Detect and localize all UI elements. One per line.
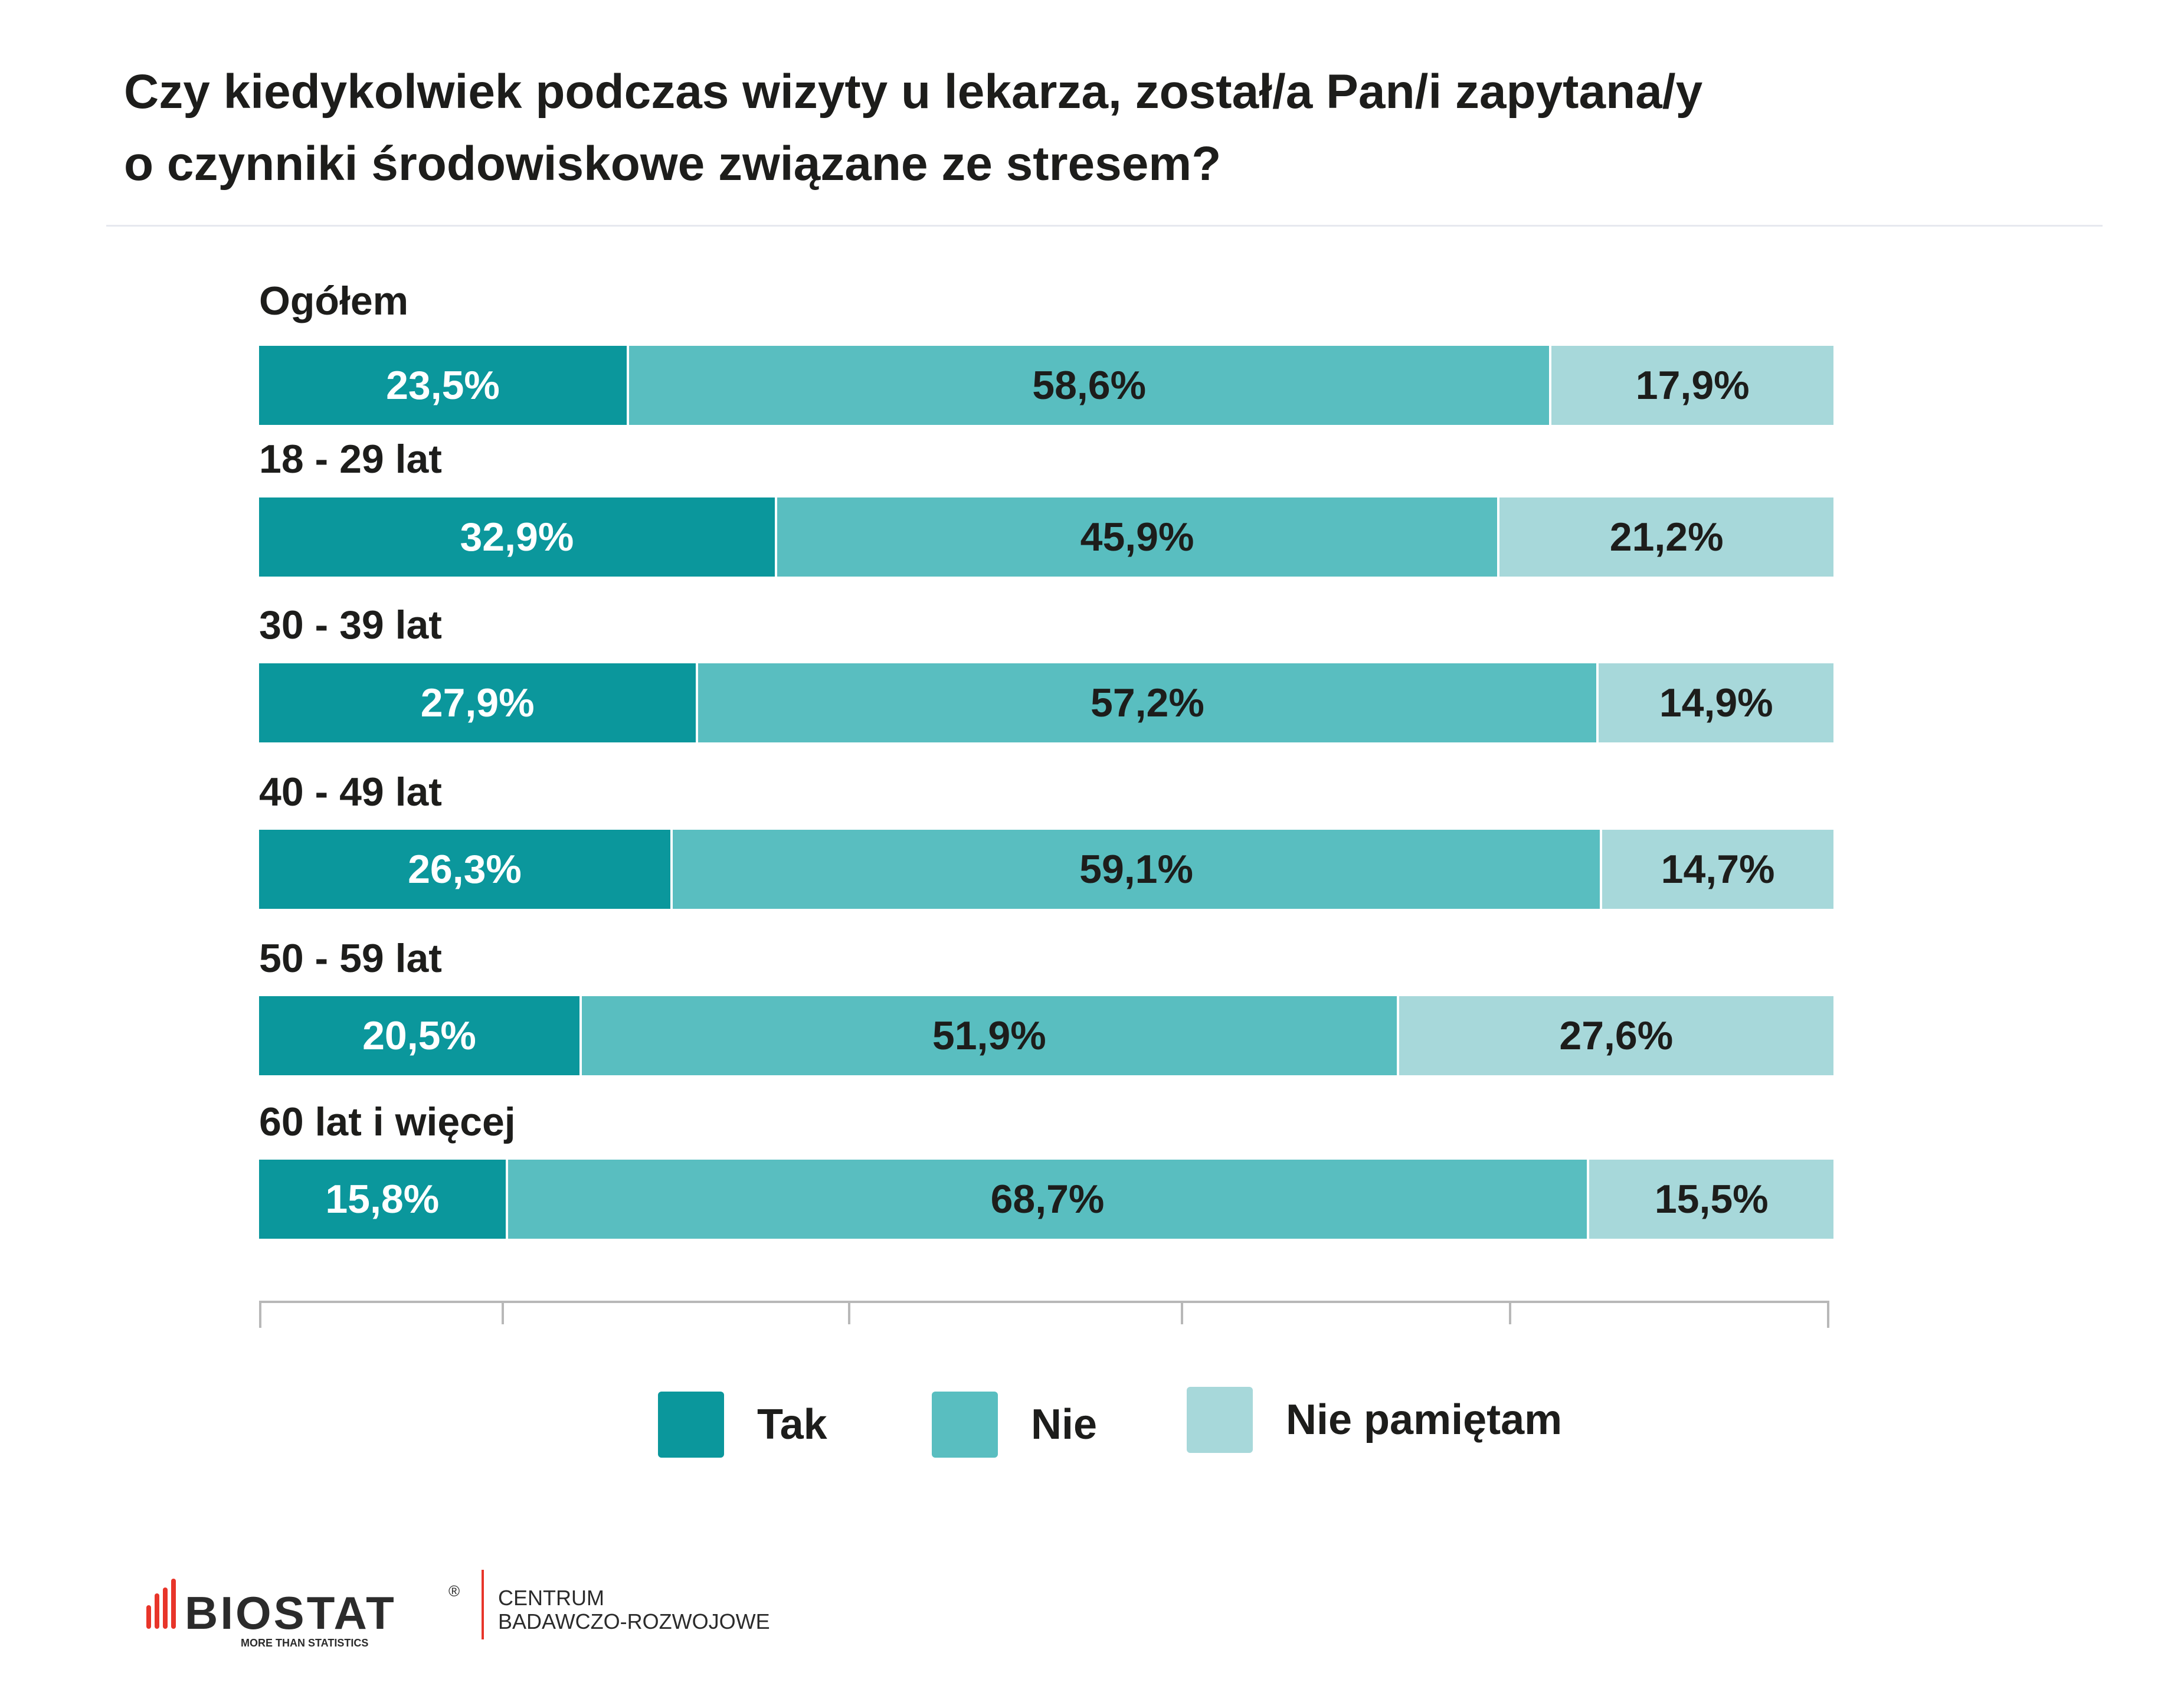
bar-segment-tak: 23,5% <box>259 346 629 425</box>
data-label: 68,7% <box>990 1177 1105 1222</box>
bar-segment-nie: 58,6% <box>628 346 1552 425</box>
bar-segment-nie: 57,2% <box>698 663 1599 742</box>
bar-segment-nie-pamiętam: 14,9% <box>1599 663 1833 742</box>
bar-segment-nie: 59,1% <box>672 830 1603 909</box>
data-label: 32,9% <box>460 515 574 559</box>
data-label: 57,2% <box>1091 680 1204 725</box>
logo-line-1: CENTRUM <box>498 1586 604 1610</box>
data-label: 27,9% <box>420 680 535 725</box>
category-label: 30 - 39 lat <box>259 603 442 647</box>
legend-swatch-nie <box>932 1392 998 1458</box>
bar-row: 26,3% 59,1% 14,7% <box>259 830 1833 909</box>
bar-segment-nie: 68,7% <box>507 1160 1590 1239</box>
bar-segment-nie-pamiętam: 17,9% <box>1551 346 1833 425</box>
data-label: 21,2% <box>1609 515 1724 559</box>
bar-segment-tak: 26,3% <box>259 830 673 909</box>
axis-tick <box>502 1301 504 1324</box>
title-divider <box>106 225 2103 227</box>
logo-bars-icon <box>146 1579 176 1629</box>
axis-tick <box>848 1301 850 1324</box>
legend-label-nie: Nie <box>1031 1401 1098 1448</box>
data-label: 26,3% <box>408 847 522 892</box>
biostat-logo-graphic: BIOSTAT MORE THAN STATISTICS ® CENTRUM B… <box>146 1570 770 1649</box>
bar-segment-nie-pamiętam: 27,6% <box>1399 996 1833 1075</box>
axis-tick <box>1509 1301 1511 1324</box>
legend-item-tak: Tak <box>658 1392 827 1458</box>
legend-item-nie-pamietam: Nie pamiętam <box>1187 1387 1562 1453</box>
legend-swatch-nie-pamietam <box>1187 1387 1253 1453</box>
legend-label-nie-pamietam: Nie pamiętam <box>1286 1396 1563 1443</box>
category-label: 40 - 49 lat <box>259 770 442 814</box>
data-label: 23,5% <box>386 363 500 408</box>
data-label: 17,9% <box>1635 363 1750 408</box>
bar-row: 27,9% 57,2% 14,9% <box>259 663 1833 742</box>
data-label: 27,6% <box>1559 1013 1674 1058</box>
data-label: 45,9% <box>1080 515 1194 559</box>
bar-segment-nie-pamiętam: 15,5% <box>1589 1160 1833 1239</box>
bar-segment-nie: 45,9% <box>777 497 1500 577</box>
data-label: 58,6% <box>1032 363 1147 408</box>
bar-row: 15,8% 68,7% 15,5% <box>259 1160 1833 1239</box>
bar-segment-tak: 20,5% <box>259 996 582 1075</box>
bar-row: 32,9% 45,9% 21,2% <box>259 497 1833 577</box>
bar-segment-tak: 15,8% <box>259 1160 508 1239</box>
biostat-logo: BIOSTAT MORE THAN STATISTICS ® CENTRUM B… <box>146 1570 795 1655</box>
data-label: 14,9% <box>1659 680 1773 725</box>
data-label: 14,7% <box>1661 847 1775 892</box>
data-label: 59,1% <box>1079 847 1193 892</box>
data-label: 15,8% <box>325 1177 440 1222</box>
logo-tagline: MORE THAN STATISTICS <box>241 1637 368 1649</box>
bar-segment-nie-pamiętam: 21,2% <box>1499 497 1833 577</box>
category-label: 50 - 59 lat <box>259 936 442 981</box>
category-label: Ogółem <box>259 279 409 323</box>
legend-item-nie: Nie <box>932 1392 1097 1458</box>
bar-row: 20,5% 51,9% 27,6% <box>259 996 1833 1075</box>
chart-title: Czy kiedykolwiek podczas wizyty u lekarz… <box>124 56 1702 200</box>
axis-tick <box>259 1301 261 1328</box>
axis-tick <box>1827 1301 1829 1328</box>
bar-segment-nie-pamiętam: 14,7% <box>1602 830 1833 909</box>
bar-segment-nie: 51,9% <box>581 996 1399 1075</box>
axis-tick <box>1181 1301 1183 1324</box>
title-line-2: o czynniki środowiskowe związane ze stre… <box>124 137 1222 191</box>
x-axis-line <box>259 1301 1829 1303</box>
category-label: 18 - 29 lat <box>259 437 442 482</box>
title-line-1: Czy kiedykolwiek podczas wizyty u lekarz… <box>124 65 1703 119</box>
data-label: 51,9% <box>932 1013 1046 1058</box>
bar-segment-tak: 27,9% <box>259 663 699 742</box>
logo-brand-text: BIOSTAT <box>185 1587 397 1639</box>
logo-line-2: BADAWCZO-ROZWOJOWE <box>498 1609 770 1634</box>
bar-segment-tak: 32,9% <box>259 497 777 577</box>
data-label: 20,5% <box>362 1013 476 1058</box>
legend-swatch-tak <box>658 1392 724 1458</box>
svg-text:®: ® <box>448 1582 460 1600</box>
bar-row: 23,5% 58,6% 17,9% <box>259 346 1833 425</box>
category-label: 60 lat i więcej <box>259 1099 516 1144</box>
data-label: 15,5% <box>1654 1177 1769 1222</box>
legend-label-tak: Tak <box>757 1401 827 1448</box>
